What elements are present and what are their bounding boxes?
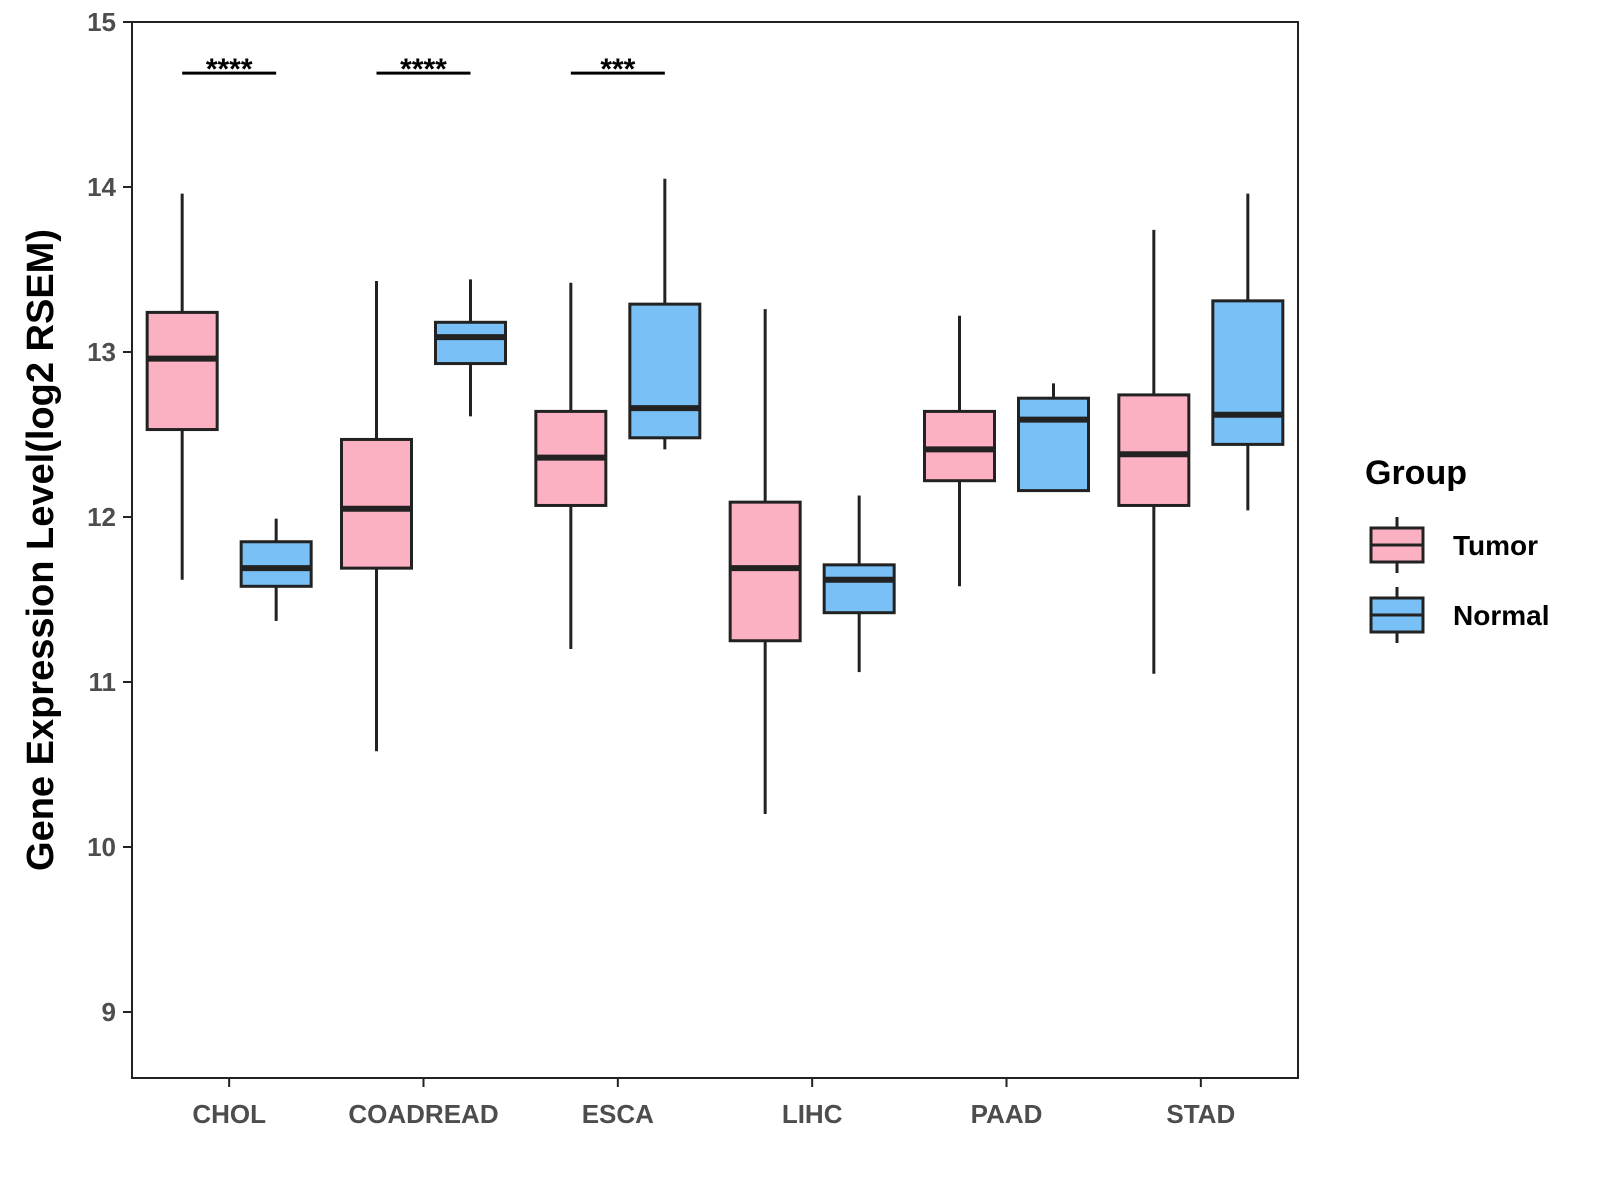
significance-label: **** [206,53,253,86]
box-iqr [923,409,996,483]
box-iqr [822,563,896,615]
box-iqr [628,302,702,440]
x-tick-label: CHOL [192,1099,266,1129]
y-tick-label: 12 [87,502,116,532]
plot-panel [131,21,1299,1079]
y-tick-label: 13 [87,337,116,367]
x-tick-label: LIHC [782,1099,843,1129]
box-tumor-chol [145,193,219,580]
box-iqr [1017,396,1090,493]
box-iqr [145,310,219,432]
legend-label-tumor: Tumor [1453,530,1538,561]
box-iqr [239,540,313,588]
box-tumor-stad [1117,229,1191,674]
y-tick-label: 10 [87,832,116,862]
x-tick-label: PAAD [971,1099,1043,1129]
y-tick-label: 9 [102,997,116,1027]
boxes-layer [145,178,1285,814]
box-tumor-paad [923,315,996,587]
significance-layer: **** **** *** [182,53,665,86]
box-iqr [340,437,413,570]
box-normal-esca [628,178,702,450]
box-normal-paad [1017,383,1090,493]
legend-label-normal: Normal [1453,600,1549,631]
box-iqr [1211,299,1285,446]
box-normal-coadread [434,279,507,417]
y-axis-title: Gene Expression Level(log2 RSEM) [20,229,62,871]
box-tumor-coadread [340,281,413,752]
y-axis: 9 10 11 12 13 14 15 [87,7,132,1027]
significance-label: **** [400,53,447,86]
box-normal-stad [1211,193,1285,511]
y-tick-label: 11 [89,667,117,697]
box-iqr [728,500,802,643]
legend: Group Tumor Normal [1365,454,1549,643]
y-tick-label: 14 [87,172,116,202]
x-tick-label: STAD [1166,1099,1235,1129]
legend-title: Group [1365,454,1467,492]
box-iqr [434,320,507,366]
x-axis: CHOL COADREAD ESCA LIHC PAAD STAD [192,1078,1235,1129]
box-tumor-esca [534,282,608,649]
box-tumor-lihc [728,309,802,814]
box-iqr [1117,393,1191,507]
y-tick-label: 15 [87,7,116,37]
legend-key-tumor [1369,517,1425,573]
significance-label: *** [600,53,635,86]
box-normal-chol [239,518,313,621]
x-tick-label: COADREAD [348,1099,498,1129]
legend-key-normal [1369,587,1425,643]
x-tick-label: ESCA [582,1099,654,1129]
box-normal-lihc [822,495,896,673]
